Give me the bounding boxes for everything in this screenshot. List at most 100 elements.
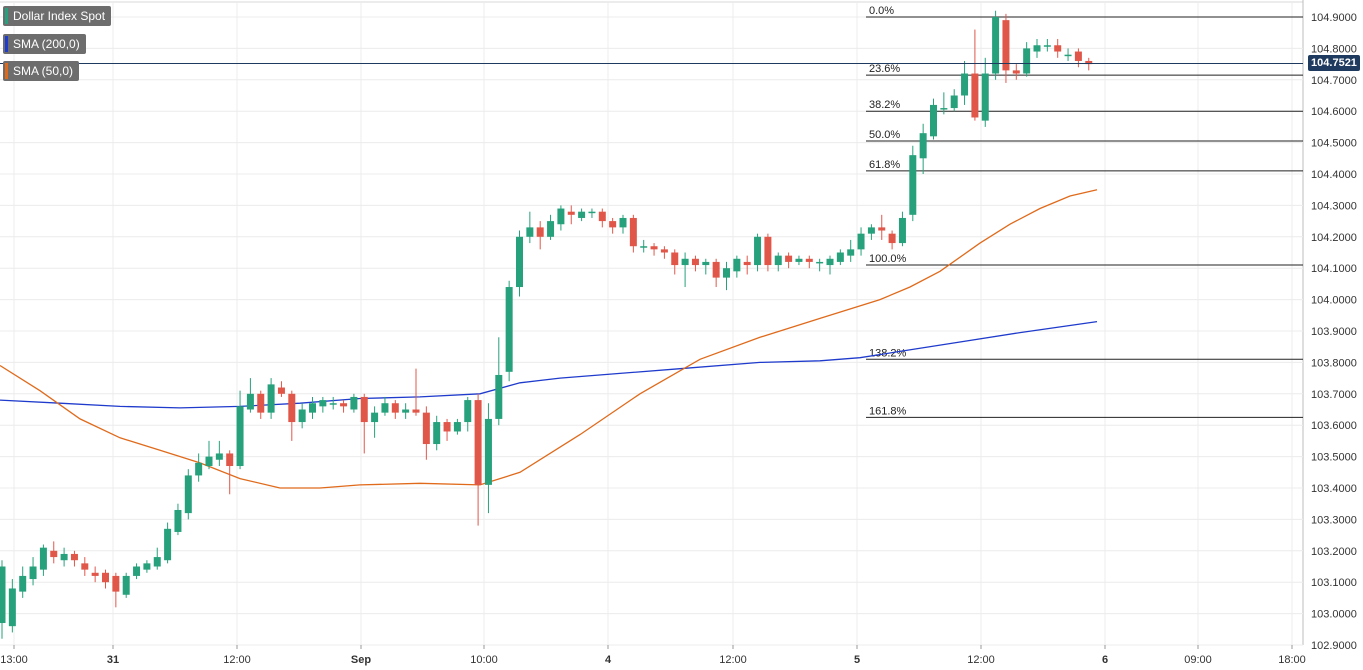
candle-body <box>950 95 958 109</box>
candle-up <box>702 258 710 275</box>
candle-down <box>340 400 348 413</box>
y-tick-label: 103.8000 <box>1311 357 1357 369</box>
candle-down <box>764 233 772 272</box>
y-tick-label: 104.1000 <box>1311 263 1357 275</box>
candle-down <box>609 217 617 234</box>
candle-up <box>402 403 410 419</box>
candle-down <box>598 208 606 228</box>
x-tick-label: 12:00 <box>719 654 747 666</box>
candle-body <box>122 575 130 595</box>
legend-sma-50[interactable]: SMA (50,0) <box>3 61 80 81</box>
candle-down <box>971 29 979 121</box>
candle-down <box>712 258 720 288</box>
legend-swatch-sma-200 <box>5 36 8 52</box>
candle-body <box>1002 20 1010 71</box>
candle-body <box>588 211 596 214</box>
candle-body <box>909 155 917 215</box>
candle-body <box>702 261 710 266</box>
candle-body <box>795 258 803 262</box>
candle-body <box>557 208 565 225</box>
candle-body <box>29 566 37 580</box>
candle-body <box>402 409 410 413</box>
y-tick-label: 104.5000 <box>1311 138 1357 150</box>
candle-body <box>723 268 730 278</box>
y-tick-label: 103.1000 <box>1311 577 1357 589</box>
candle-body <box>930 104 937 137</box>
candle-up <box>60 547 68 567</box>
candle-up <box>1033 38 1041 58</box>
fib-level-label: 50.0% <box>869 129 900 141</box>
candle-body <box>547 221 555 237</box>
candle-body <box>826 258 834 266</box>
candle-body <box>867 227 875 234</box>
candle-down <box>102 569 109 589</box>
candle-down <box>1054 38 1062 58</box>
candle-up <box>826 255 834 275</box>
candle-up <box>298 403 306 429</box>
candle-body <box>288 393 296 423</box>
candle-down <box>671 249 679 275</box>
candles <box>0 10 1093 639</box>
candle-up <box>681 252 689 288</box>
candle-up <box>371 406 379 438</box>
candle-down <box>743 255 751 275</box>
candle-up <box>940 92 948 115</box>
candle-body <box>195 462 203 476</box>
candle-body <box>619 217 627 228</box>
candle-body <box>640 246 648 248</box>
fib-level-label: 100.0% <box>869 253 907 265</box>
y-tick-label: 103.5000 <box>1311 452 1357 464</box>
candle-body <box>267 384 275 413</box>
candle-body <box>412 409 420 413</box>
legend-label-sma-50: SMA (50,0) <box>13 64 74 78</box>
candle-up <box>547 214 555 240</box>
y-tick-label: 104.8000 <box>1311 43 1357 55</box>
candle-up <box>847 239 855 262</box>
y-tick-label: 103.2000 <box>1311 546 1357 558</box>
candle-body <box>371 412 379 423</box>
candle-up <box>246 378 254 413</box>
y-tick-label: 103.7000 <box>1311 389 1357 401</box>
candle-down <box>226 450 234 495</box>
candle-body <box>422 412 430 445</box>
candle-body <box>184 475 192 514</box>
candle-body <box>474 400 482 485</box>
candle-down <box>81 557 89 576</box>
candle-body <box>764 236 772 266</box>
y-tick-label: 104.2000 <box>1311 232 1357 244</box>
candle-up <box>236 390 244 470</box>
candle-body <box>898 217 906 244</box>
candle-body <box>1043 45 1051 47</box>
legend-dollar-index[interactable]: Dollar Index Spot <box>3 6 112 26</box>
candle-up <box>39 544 47 576</box>
legend-sma-200[interactable]: SMA (200,0) <box>3 34 86 54</box>
candle-body <box>526 227 534 237</box>
candle-up <box>153 547 161 570</box>
candle-up <box>195 453 203 482</box>
candle-body <box>774 255 782 266</box>
candle-body <box>919 133 927 159</box>
y-tick-label: 104.7000 <box>1311 75 1357 87</box>
candle-up <box>143 560 151 573</box>
candle-up <box>495 337 503 426</box>
candle-up <box>205 440 213 470</box>
candle-down <box>70 550 78 567</box>
candle-body <box>536 227 544 237</box>
candle-body <box>1085 60 1093 65</box>
x-tick-label: 5 <box>854 654 860 666</box>
candle-body <box>733 258 741 272</box>
y-tick-label: 103.0000 <box>1311 609 1357 621</box>
y-tick-label: 102.9000 <box>1311 640 1357 652</box>
legend-swatch-dollar-index <box>5 8 8 24</box>
candle-down <box>91 566 99 583</box>
candle-body <box>60 553 68 561</box>
candle-down <box>650 243 658 256</box>
candle-body <box>1074 51 1082 61</box>
candle-body <box>816 261 824 264</box>
x-tick-label: 09:00 <box>1184 654 1212 666</box>
candle-up <box>164 522 172 564</box>
candle-body <box>19 575 27 592</box>
candle-up <box>950 89 958 112</box>
candle-body <box>81 563 89 570</box>
